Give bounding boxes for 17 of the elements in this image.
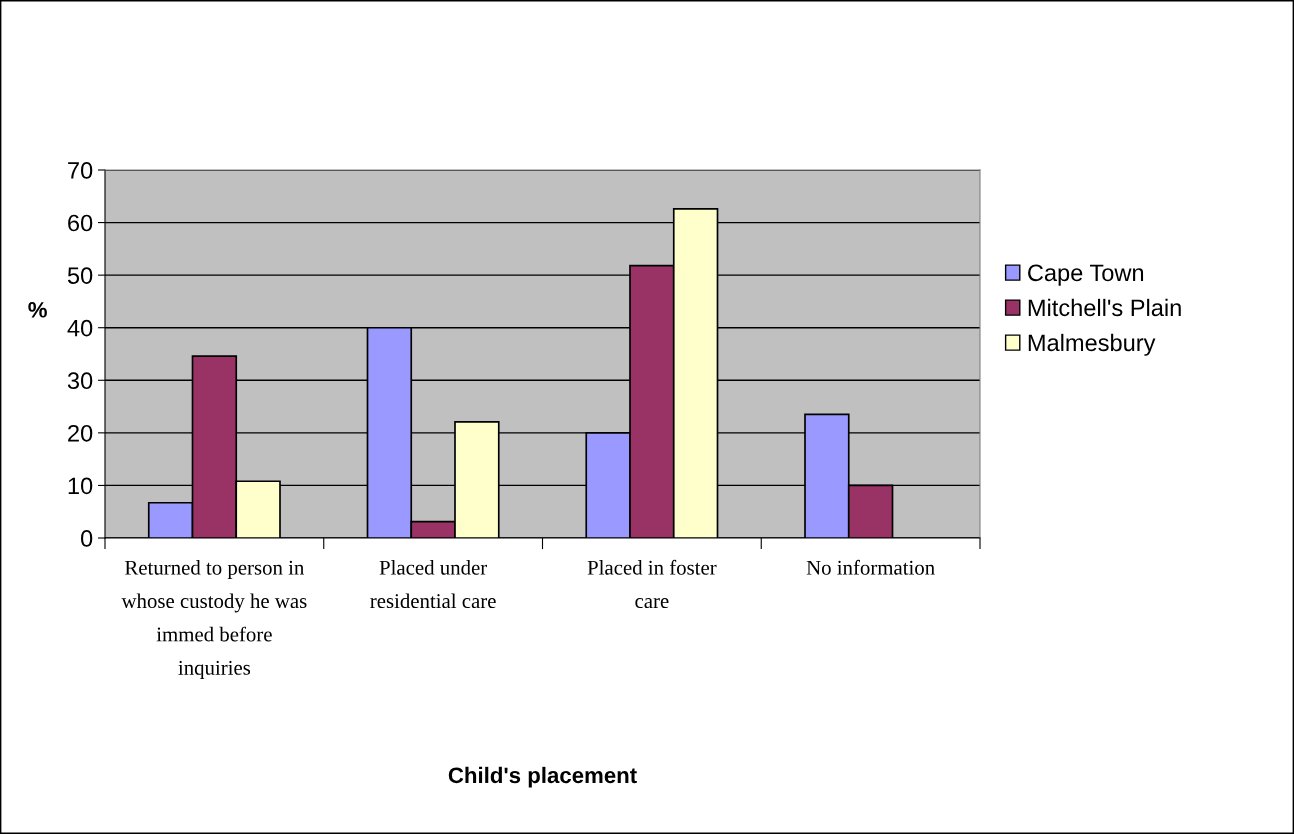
legend-label: Malmesbury <box>1028 333 1156 356</box>
x-tick-label: Returned to person in whose custody he was immed before inquiries <box>121 560 307 680</box>
legend-label: Cape Town <box>1028 264 1144 286</box>
y-tick-label: 50 <box>67 267 93 284</box>
y-tick-label: 0 <box>80 530 93 547</box>
legend-label: Mitchell's Plain <box>1028 298 1181 317</box>
x-tick-label: Placed in foster care <box>587 559 717 609</box>
y-tick-label: 30 <box>67 372 93 390</box>
y-tick-label: 20 <box>68 424 93 442</box>
y-axis-title: % <box>28 301 47 318</box>
x-axis-title: Child's placement <box>448 766 637 788</box>
y-tick-label: 60 <box>68 214 93 232</box>
y-tick-label: 40 <box>67 319 93 337</box>
x-tick-label: Placed under residential care <box>370 560 496 609</box>
y-tick-label: 70 <box>68 162 93 179</box>
x-tick-label: No information <box>806 559 935 575</box>
y-tick-label: 10 <box>68 477 93 495</box>
